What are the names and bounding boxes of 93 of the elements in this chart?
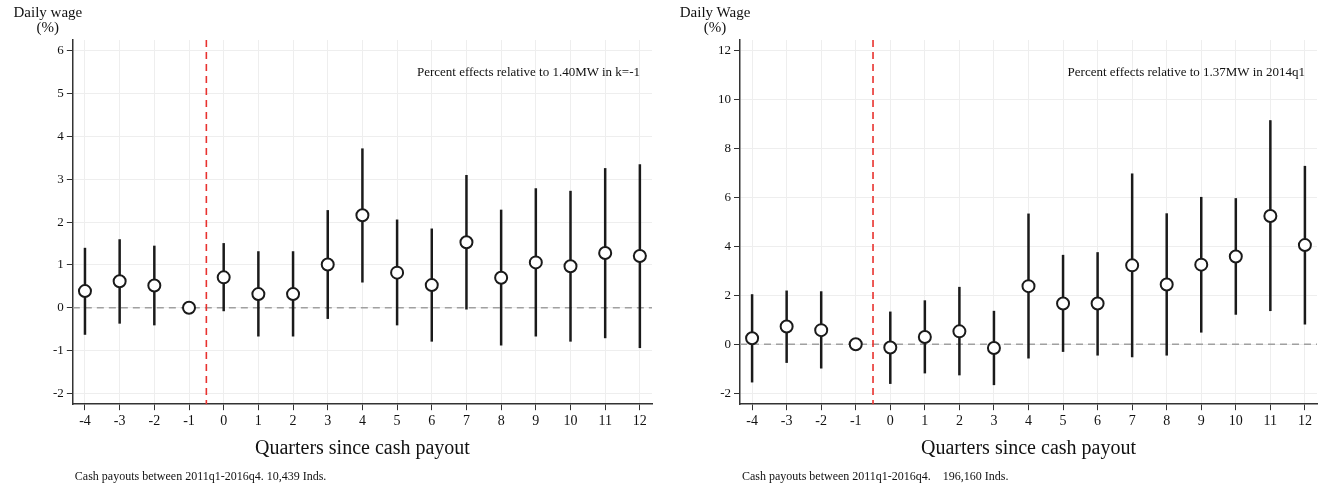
point (632, 248, 647, 263)
point (320, 257, 335, 272)
y-tick-label: 6 (724, 189, 732, 205)
point (1194, 257, 1209, 272)
x-tick-label: 5 (1059, 413, 1067, 429)
x-tick-label: 4 (358, 413, 366, 429)
point (390, 265, 405, 280)
text: Cash payouts between 2011q1-2016q4. 196,160 Inds. (742, 469, 1009, 484)
x-tick-label: 8 (1163, 413, 1171, 429)
point (814, 323, 829, 338)
x-tick-label: -4 (79, 413, 91, 429)
point (1056, 296, 1071, 311)
point (745, 331, 760, 346)
point (355, 208, 370, 223)
point (494, 270, 509, 285)
annotation: Percent effects relative to 1.40MW in k=-1 (416, 64, 640, 80)
x-tick-label: 1 (254, 413, 262, 429)
x-tick-label: -1 (849, 413, 862, 429)
x-tick-label: 9 (532, 413, 540, 429)
y-tick-label: 2 (724, 286, 731, 302)
x-tick-label: 3 (324, 413, 332, 429)
point (147, 278, 162, 293)
y-axis-title: Daily wage (%) (13, 4, 83, 37)
point (986, 340, 1001, 355)
y-tick-label: 8 (724, 140, 731, 156)
point (952, 324, 967, 339)
x-tick-label: 6 (428, 413, 436, 429)
point (1159, 277, 1174, 292)
point (1021, 279, 1036, 294)
point (1263, 208, 1278, 223)
text: Cash payouts between 2011q1-2016q4. 10,439 Inds. (74, 469, 327, 484)
x-tick-label: -4 (746, 413, 758, 429)
point (459, 235, 474, 250)
y-tick-label: 2 (57, 213, 64, 229)
x-tick-label: 0 (886, 413, 894, 429)
y-tick-label: 12 (718, 42, 731, 58)
x-tick-label: 11 (1263, 413, 1278, 429)
point (112, 274, 127, 289)
x-tick-label: 4 (1025, 413, 1032, 429)
annotation: Percent effects relative to 1.37MW in 2014q1 (1067, 64, 1305, 80)
y-tick-label: 0 (57, 299, 64, 315)
x-tick-label: 0 (220, 413, 228, 429)
y-tick-label: 0 (724, 335, 731, 351)
x-tick-label: 7 (462, 413, 470, 429)
y-axis-title: Daily Wage (%) (679, 4, 751, 37)
x-tick-label: 1 (921, 413, 929, 429)
y-tick-label: 6 (57, 42, 65, 58)
point (1090, 296, 1105, 311)
point (424, 278, 439, 293)
x-tick-label: 2 (289, 413, 297, 429)
x-tick-label: 9 (1197, 413, 1205, 429)
point (779, 319, 794, 334)
x-tick-label: -2 (815, 413, 828, 429)
x-tick-label: 6 (1094, 413, 1102, 429)
x-tick-label: 12 (1297, 413, 1312, 429)
point (883, 340, 898, 355)
point (1297, 238, 1312, 253)
x-tick-label: -3 (780, 413, 793, 429)
point (286, 287, 301, 302)
point (182, 300, 197, 315)
x-tick-label: -3 (113, 413, 126, 429)
x-tick-label: 2 (955, 413, 963, 429)
x-tick-label: 3 (990, 413, 998, 429)
x-axis-title: Quarters since cash payout (254, 436, 471, 460)
y-tick-label: 1 (57, 256, 64, 272)
point (848, 337, 863, 352)
x-tick-label: 11 (598, 413, 612, 429)
y-tick-label: -2 (720, 384, 731, 400)
point (1228, 249, 1243, 264)
y-tick-label: 4 (57, 127, 65, 143)
y-tick-label: 4 (724, 237, 732, 253)
x-tick-label: 7 (1128, 413, 1136, 429)
y-tick-label: -2 (52, 384, 64, 400)
point (1125, 258, 1140, 273)
x-tick-label: 5 (393, 413, 401, 429)
y-tick-label: 3 (57, 170, 64, 186)
point (216, 270, 231, 285)
point (917, 329, 932, 344)
x-axis-title: Quarters since cash payout (921, 436, 1137, 460)
point (251, 287, 266, 302)
y-tick-label: 10 (718, 91, 731, 107)
x-tick-label: 10 (563, 413, 578, 429)
point (563, 259, 578, 274)
x-tick-label: 8 (497, 413, 505, 429)
point (77, 284, 92, 299)
point (598, 245, 613, 260)
y-tick-label: -1 (52, 342, 64, 358)
x-tick-label: -2 (148, 413, 161, 429)
point (528, 255, 543, 270)
y-tick-label: 5 (57, 84, 64, 100)
x-tick-label: -1 (183, 413, 195, 429)
x-tick-label: 10 (1228, 413, 1243, 429)
x-tick-label: 12 (632, 413, 647, 429)
